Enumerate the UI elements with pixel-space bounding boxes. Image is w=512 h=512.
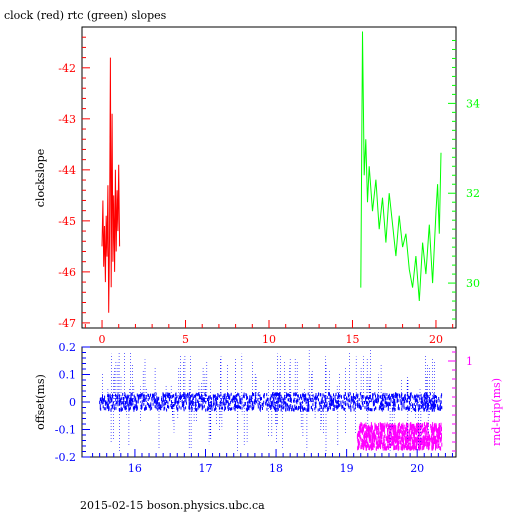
offset-x-tick-label: 20 [410, 462, 424, 475]
x-tick-label: 5 [182, 333, 189, 346]
offset-series-points [99, 392, 443, 412]
y-tick-label: -45 [58, 215, 76, 228]
clock-series-line [101, 57, 121, 313]
offset-x-tick-label: 17 [198, 462, 212, 475]
x-tick-label: 15 [345, 333, 359, 346]
slope-y-label: clockslope [34, 149, 47, 207]
offset-y-tick-label: 0.2 [59, 341, 77, 354]
slope-axis-ticks: -42 -43 -44 -45 -46 -47 0 5 10 15 20 34 32 30 [58, 36, 480, 346]
offset-x-tick-label: 18 [269, 462, 283, 475]
offset-y-tick-label: 0.1 [59, 369, 77, 382]
y2-tick-label: 32 [466, 187, 480, 200]
slope-plot: -42 -43 -44 -45 -46 -47 0 5 10 15 20 34 32 30 clocksl… [34, 26, 480, 346]
x-tick-label: 10 [262, 333, 276, 346]
offset-y-tick-label: -0.1 [55, 424, 76, 437]
offset-y-label: offset(ms) [34, 374, 47, 430]
offset-y-tick-label: -0.2 [55, 451, 76, 464]
footer-host-date: 2015-02-15 boson.physics.ubc.ca [80, 499, 265, 512]
offset-axis-ticks: 0.2 0.1 0 -0.1 -0.2 16 17 18 19 20 1 [55, 341, 473, 475]
rtc-series-line [360, 31, 442, 302]
x-tick-label: 0 [99, 333, 106, 346]
offset-y-tick-label: 0 [69, 396, 76, 409]
y-tick-label: -43 [58, 113, 76, 126]
offset-outlier-points [102, 349, 435, 454]
slope-series [101, 31, 442, 313]
y-tick-label: -44 [58, 164, 76, 177]
chart-title: clock (red) rtc (green) slopes [4, 9, 167, 22]
y-tick-label: -42 [58, 62, 76, 75]
y-tick-label: -47 [58, 317, 76, 330]
roundtrip-y-tick-label: 1 [466, 355, 473, 368]
y2-tick-label: 30 [466, 277, 480, 290]
y-tick-label: -46 [58, 266, 76, 279]
offset-x-tick-label: 16 [128, 462, 142, 475]
offset-plot: 0.2 0.1 0 -0.1 -0.2 16 17 18 19 20 1 offset(ms) rn… [34, 341, 503, 475]
roundtrip-series-points [356, 422, 443, 451]
offset-series [99, 349, 443, 454]
offset-x-tick-label: 19 [340, 462, 354, 475]
slope-plot-frame [81, 26, 457, 329]
x-tick-label: 20 [429, 333, 443, 346]
y2-tick-label: 34 [466, 97, 480, 110]
roundtrip-y-label: rnd-trip(ms) [490, 378, 503, 446]
